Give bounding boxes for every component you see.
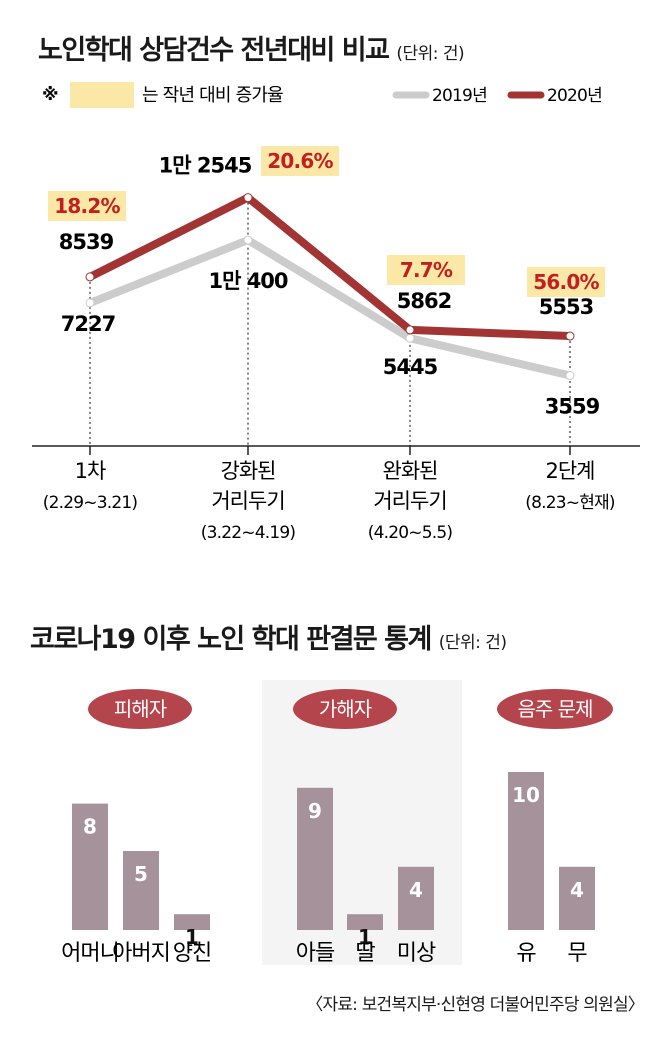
growth-badge bbox=[261, 146, 339, 176]
label-2020: 1만 2545 bbox=[159, 154, 252, 178]
growth-label: 20.6% bbox=[267, 149, 333, 173]
category-label: (3.22~4.19) bbox=[201, 523, 296, 543]
series-2020-line bbox=[86, 193, 574, 341]
category-label: 거리두기 bbox=[373, 489, 446, 513]
label-2019: 5445 bbox=[383, 355, 438, 379]
bar-value: 9 bbox=[308, 799, 322, 823]
point-2020 bbox=[565, 331, 575, 341]
growth-badge bbox=[387, 255, 465, 285]
category-label: (4.20~5.5) bbox=[368, 523, 453, 543]
label-2019: 3559 bbox=[545, 395, 600, 419]
growth-label: 18.2% bbox=[54, 194, 120, 218]
bar-value: 1 bbox=[185, 925, 199, 949]
note-text: 는 작년 대비 증가율 bbox=[142, 85, 283, 106]
bar bbox=[297, 787, 333, 930]
bar-category: 아들 bbox=[296, 941, 335, 966]
bar-category: 무 bbox=[567, 941, 587, 966]
bar-category: 미상 bbox=[397, 941, 436, 966]
point-2020 bbox=[405, 325, 415, 335]
bar bbox=[347, 914, 383, 930]
label-2020: 5553 bbox=[539, 295, 593, 319]
bar-value: 8 bbox=[83, 815, 97, 839]
group-badge bbox=[88, 689, 192, 729]
bar bbox=[174, 914, 210, 930]
point-2020 bbox=[243, 193, 253, 203]
bar bbox=[398, 866, 434, 930]
bar-category: 유 bbox=[516, 941, 536, 966]
group-label: 가해자 bbox=[319, 697, 372, 721]
line-chart-title: 노인학대 상담건수 전년대비 비교 (단위: 건) bbox=[38, 35, 465, 66]
point-2019 bbox=[85, 298, 95, 308]
bar-value: 10 bbox=[512, 783, 540, 807]
category-label: 2단계 bbox=[545, 459, 594, 483]
bar bbox=[508, 772, 544, 930]
bar-category: 딸 bbox=[355, 941, 375, 966]
growth-label: 7.7% bbox=[400, 258, 453, 282]
group-badge bbox=[497, 689, 613, 729]
growth-badge bbox=[527, 267, 605, 297]
bar bbox=[123, 851, 159, 930]
category-label: 거리두기 bbox=[211, 489, 284, 513]
point-2019 bbox=[565, 371, 575, 381]
line-chart: ※ 는 작년 대비 증가율 2019년 2020년 7227 1만 400 5445 3559… bbox=[32, 82, 640, 543]
point-2019 bbox=[243, 235, 253, 245]
bar-value: 5 bbox=[134, 862, 148, 886]
category-label: 완화된 bbox=[383, 459, 438, 483]
bar-value: 1 bbox=[358, 925, 372, 949]
bar-category: 양친 bbox=[173, 941, 211, 966]
category-label: (8.23~현재) bbox=[525, 493, 615, 513]
bar-chart-title: 코로나19 이후 노인 학대 판결문 통계 (단위: 건) bbox=[30, 624, 507, 655]
label-2020: 5862 bbox=[397, 289, 451, 313]
legend-2019-label: 2019년 bbox=[432, 86, 487, 106]
group-label: 음주 문제 bbox=[518, 697, 593, 721]
line-chart-unit: (단위: 건) bbox=[396, 44, 465, 64]
group-badge bbox=[293, 689, 397, 729]
point-2020 bbox=[85, 272, 95, 282]
note-symbol: ※ bbox=[42, 85, 59, 105]
point-2019 bbox=[405, 333, 415, 343]
bar-value: 4 bbox=[409, 878, 423, 902]
bar bbox=[559, 866, 595, 930]
label-2020: 8539 bbox=[59, 230, 114, 254]
legend-2020-label: 2020년 bbox=[547, 86, 602, 106]
note-swatch bbox=[70, 82, 134, 108]
label-2019: 7227 bbox=[61, 312, 115, 336]
category-label: (2.29~3.21) bbox=[43, 493, 138, 513]
label-2019: 1만 400 bbox=[208, 269, 287, 293]
bar-category: 어머니 bbox=[61, 941, 119, 966]
group-label: 피해자 bbox=[114, 697, 167, 721]
bar-category: 아버지 bbox=[112, 941, 170, 966]
bar bbox=[72, 803, 108, 930]
category-label: 1차 bbox=[75, 459, 106, 483]
bar-value: 4 bbox=[570, 878, 584, 902]
growth-label: 56.0% bbox=[533, 270, 599, 294]
category-label: 강화된 bbox=[221, 459, 276, 483]
series-2019-line bbox=[86, 236, 574, 380]
bar-chart-unit: (단위: 건) bbox=[438, 633, 507, 653]
source-note: 〈자료: 보건복지부·신현영 더불어민주당 의원실〉 bbox=[306, 995, 645, 1015]
growth-badge bbox=[48, 191, 126, 221]
